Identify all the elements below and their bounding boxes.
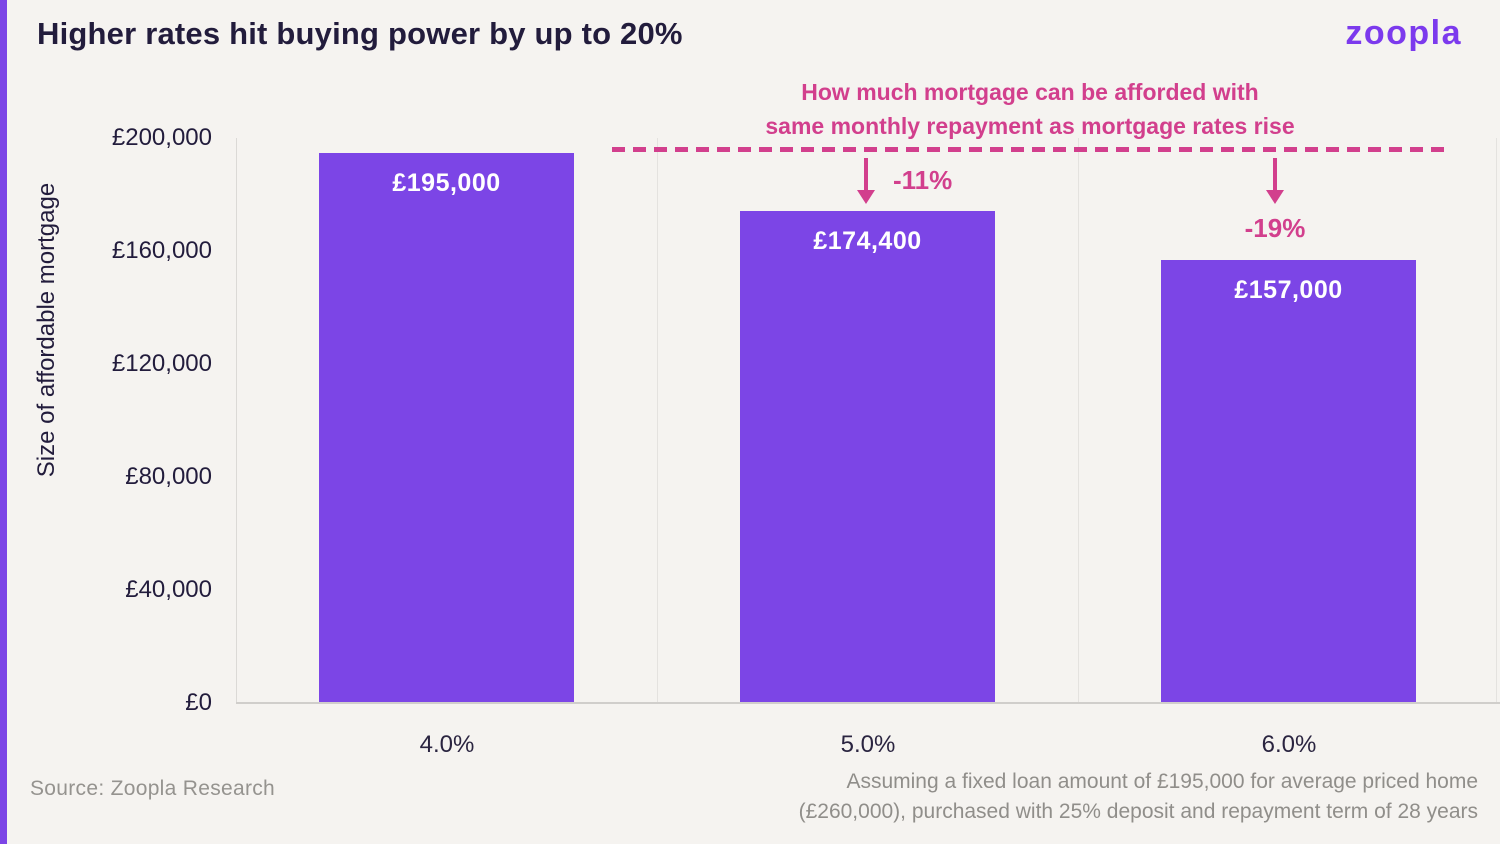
y-tick-label: £40,000 xyxy=(125,576,212,603)
gridline-vertical xyxy=(1496,138,1497,703)
chart-title: Higher rates hit buying power by up to 2… xyxy=(37,16,683,51)
bar-6-percent: £157,000 xyxy=(1161,260,1416,703)
change-label-19: -19% xyxy=(1244,213,1306,243)
zoopla-logo: zoopla xyxy=(1345,14,1462,52)
bar-5-percent: £174,400 xyxy=(740,211,995,703)
x-tick-label: 4.0% xyxy=(419,731,475,758)
change-label-11: -11% xyxy=(893,165,953,195)
gridline-vertical xyxy=(657,138,658,703)
footnote-line-1: Assuming a fixed loan amount of £195,000… xyxy=(846,770,1478,793)
left-accent-stripe xyxy=(0,0,7,844)
y-axis-title: Size of affordable mortgage xyxy=(33,182,60,478)
annotation-line-2: same monthly repayment as mortgage rates… xyxy=(765,113,1295,139)
source-credit: Source: Zoopla Research xyxy=(30,777,276,800)
y-tick-label: £120,000 xyxy=(111,350,212,377)
y-axis-line xyxy=(236,138,237,703)
y-tick-label: £80,000 xyxy=(125,463,212,490)
bar-value-label: £157,000 xyxy=(1234,276,1343,304)
gridline-vertical xyxy=(1078,138,1079,703)
bar-value-label: £195,000 xyxy=(392,169,501,197)
y-tick-label: £160,000 xyxy=(111,237,212,264)
plot-area: £195,000 £174,400 £157,000 xyxy=(236,138,1498,703)
bar-4-percent: £195,000 xyxy=(319,153,574,703)
reference-dashed-line xyxy=(612,147,1452,152)
chart-annotation: How much mortgage can be afforded with s… xyxy=(590,75,1470,143)
y-tick-label: £0 xyxy=(185,689,212,716)
bar-value-label: £174,400 xyxy=(813,227,922,255)
x-axis-baseline xyxy=(236,702,1500,704)
x-tick-label: 5.0% xyxy=(840,731,896,758)
annotation-line-1: How much mortgage can be afforded with xyxy=(801,79,1259,105)
x-tick-label: 6.0% xyxy=(1261,731,1317,758)
assumptions-footnote: Assuming a fixed loan amount of £195,000… xyxy=(578,767,1478,827)
y-tick-label: £200,000 xyxy=(111,124,212,151)
footnote-line-2: (£260,000), purchased with 25% deposit a… xyxy=(798,800,1478,823)
